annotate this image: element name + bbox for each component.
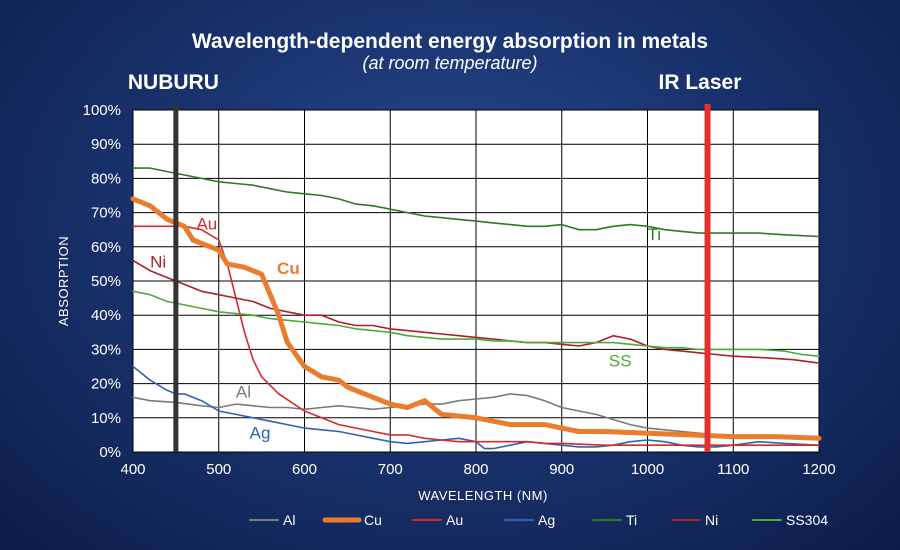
series-label-cu: Cu: [277, 259, 300, 278]
legend-label-cu: Cu: [364, 512, 382, 528]
series-label-ti: Ti: [648, 225, 662, 244]
x-tick-label: 600: [292, 461, 317, 478]
y-tick-labels: 0% 10% 20% 30% 40% 50% 60% 70% 80% 90% 100%: [83, 102, 121, 461]
plot-border: [132, 109, 820, 453]
marker-label-nuburu: NUBURU: [128, 71, 219, 94]
series-line-ni: [132, 259, 820, 364]
y-tick-label: 30%: [91, 341, 121, 358]
series-label-ag: Ag: [250, 423, 271, 442]
legend-label-al: Al: [283, 512, 295, 528]
y-tick-label: 0%: [99, 444, 121, 461]
chart-title: Wavelength-dependent energy absorption i…: [192, 30, 708, 53]
x-tick-label: 1000: [631, 461, 664, 478]
x-tick-label: 700: [378, 461, 403, 478]
y-tick-label: 50%: [91, 273, 121, 290]
series-line-ag: [132, 365, 820, 450]
y-axis-title: ABSORPTION: [56, 236, 71, 326]
x-tick-label: 400: [120, 461, 145, 478]
series-line-cu: [130, 196, 822, 441]
series-label-ni: Ni: [150, 252, 166, 271]
y-tick-label: 20%: [91, 376, 121, 393]
series-label-au: Au: [196, 215, 217, 234]
x-tick-labels: 400 500 600 700 800 900 1000 1100 1200: [120, 461, 835, 478]
wavelength-markers: NUBURU IR Laser: [128, 71, 742, 452]
y-tick-label: 60%: [91, 239, 121, 256]
x-tick-label: 500: [206, 461, 231, 478]
x-tick-label: 900: [549, 461, 574, 478]
x-tick-label: 1200: [802, 461, 835, 478]
x-axis-title: WAVELENGTH (NM): [418, 488, 548, 503]
series-label-al: Al: [236, 382, 251, 401]
series-lines: [130, 167, 822, 450]
series-line-ss304: [132, 290, 820, 357]
y-tick-label: 40%: [91, 307, 121, 324]
legend-label-ti: Ti: [626, 512, 637, 528]
series-label-ss304: SS: [609, 352, 632, 371]
y-tick-label: 90%: [91, 136, 121, 153]
y-tick-label: 80%: [91, 170, 121, 187]
series-labels: Al Cu Au Ag Ti Ni SS: [150, 215, 661, 443]
legend-label-ag: Ag: [538, 512, 555, 528]
legend-label-ni: Ni: [705, 512, 718, 528]
legend: Al Cu Au Ag Ti Ni SS304: [249, 512, 828, 528]
legend-label-ss304: SS304: [786, 512, 828, 528]
y-tick-label: 70%: [91, 205, 121, 222]
y-tick-label: 100%: [83, 102, 121, 119]
series-line-au: [132, 225, 820, 446]
chart-subtitle: (at room temperature): [362, 53, 537, 73]
legend-label-au: Au: [446, 512, 463, 528]
x-tick-label: 1100: [717, 461, 749, 478]
series-line-ti: [132, 167, 820, 238]
y-tick-label: 10%: [91, 410, 121, 427]
x-tick-label: 800: [463, 461, 488, 478]
marker-label-ir-laser: IR Laser: [659, 71, 742, 94]
